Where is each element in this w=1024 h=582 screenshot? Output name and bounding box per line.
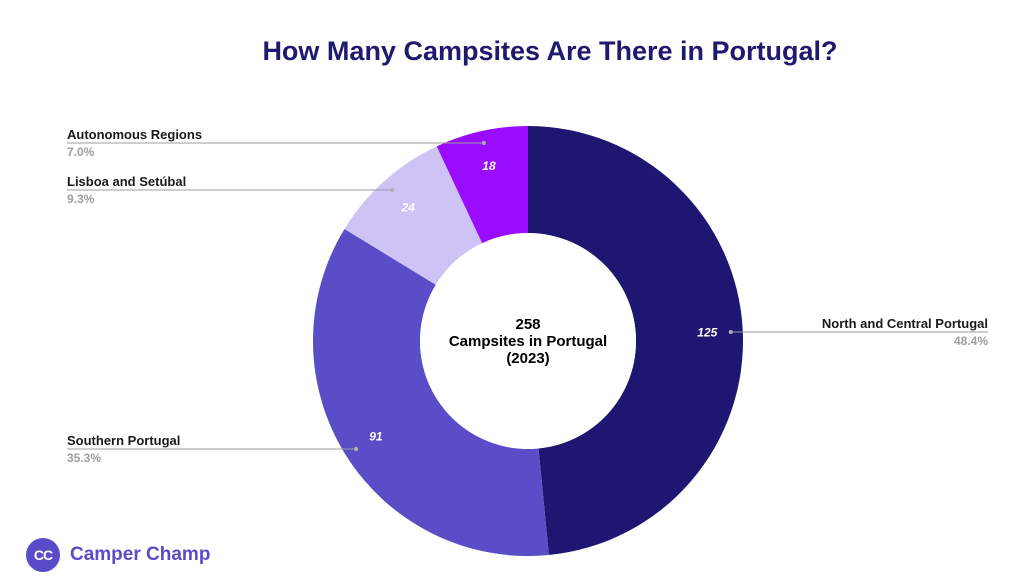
percent-label-autonomous-regions: 7.0% bbox=[67, 145, 95, 159]
value-label-lisboa-and-setubal: 24 bbox=[401, 200, 416, 214]
brand-name: Camper Champ bbox=[70, 544, 211, 565]
brand: CC Camper Champ bbox=[26, 537, 210, 573]
value-label-north-and-central-portugal: 125 bbox=[697, 325, 717, 339]
category-label-autonomous-regions: Autonomous Regions bbox=[67, 127, 202, 142]
center-label: 258 Campsites in Portugal (2023) bbox=[449, 316, 607, 367]
category-label-lisboa-and-setubal: Lisboa and Setúbal bbox=[67, 174, 186, 189]
chart-title: How Many Campsites Are There in Portugal… bbox=[262, 36, 838, 66]
category-label-southern-portugal: Southern Portugal bbox=[67, 433, 180, 448]
center-caption: Campsites in Portugal bbox=[449, 333, 607, 350]
slice-north-and-central-portugal bbox=[528, 126, 744, 555]
slice-southern-portugal bbox=[312, 228, 549, 556]
slice-lisboa-and-setubal bbox=[344, 146, 483, 285]
percent-label-lisboa-and-setubal: 9.3% bbox=[67, 192, 95, 206]
center-total: 258 bbox=[515, 316, 540, 333]
percent-label-southern-portugal: 35.3% bbox=[67, 451, 101, 465]
category-label-north-and-central-portugal: North and Central Portugal bbox=[822, 316, 988, 331]
slice-autonomous-regions bbox=[436, 126, 528, 244]
center-year: (2023) bbox=[506, 350, 549, 367]
percent-label-north-and-central-portugal: 48.4% bbox=[954, 334, 988, 348]
value-label-southern-portugal: 91 bbox=[369, 429, 383, 443]
value-label-autonomous-regions: 18 bbox=[482, 159, 496, 173]
donut-hole bbox=[420, 233, 636, 449]
camper-champ-logo-icon: CC bbox=[26, 538, 60, 572]
